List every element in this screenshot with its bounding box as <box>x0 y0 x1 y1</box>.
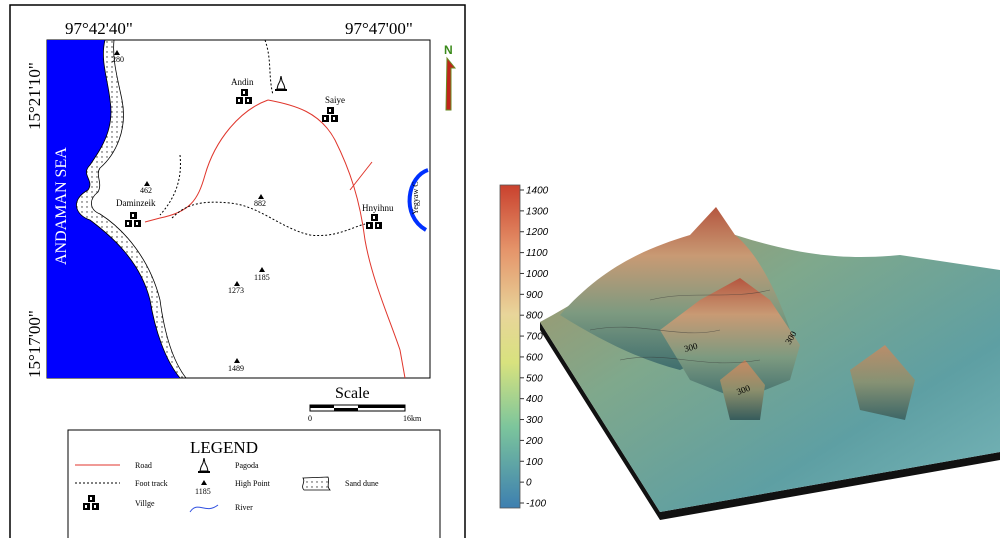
colorbar-tick-label: 500 <box>526 373 543 384</box>
scale-label: 16km <box>403 414 422 423</box>
legend-label: 1185 <box>195 487 211 496</box>
high-point-label: 1185 <box>254 273 270 282</box>
colorbar-tick-label: 700 <box>526 332 543 343</box>
legend-label: High Point <box>235 479 271 488</box>
high-point-label: 1489 <box>228 364 244 373</box>
figure: Yegyaw C 97°42'40" 97°47'00" 15°21'10" 1… <box>0 0 1003 538</box>
coord-label: 15°17'00" <box>25 310 44 378</box>
coord-label: 15°21'10" <box>25 62 44 130</box>
colorbar-tick-label: 200 <box>525 436 543 447</box>
north-label: N <box>444 43 453 57</box>
scale-label: 0 <box>308 414 312 423</box>
colorbar-tick-label: 300 <box>526 415 543 426</box>
coord-label: 97°42'40" <box>65 19 133 38</box>
scale-bar: Scale 0 16km <box>308 385 422 423</box>
colorbar-tick-label: 1000 <box>526 269 549 280</box>
colorbar-tick-label: 1300 <box>526 206 549 217</box>
map-graphic <box>358 405 405 408</box>
legend-label: Pagoda <box>235 461 259 470</box>
legend-label: River <box>235 503 253 512</box>
high-point-label: 882 <box>254 199 266 208</box>
colorbar-tick-label: 0 <box>526 478 532 489</box>
village-label: Hnyihnu <box>362 203 394 213</box>
high-point-label: 1273 <box>228 286 244 295</box>
colorbar-ticks: 1400130012001100100090080070060050040030… <box>520 186 549 510</box>
village-label: Saiye <box>325 95 345 105</box>
colorbar-tick-label: 900 <box>526 290 543 301</box>
terrain-model: 300 300 300 <box>540 207 1000 520</box>
colorbar-tick-label: 100 <box>526 457 543 468</box>
map-graphic <box>446 58 455 110</box>
colorbar-tick-label: 800 <box>526 311 543 322</box>
map-graphic <box>334 408 358 411</box>
village-label: Andin <box>231 77 254 87</box>
high-point-label: 462 <box>140 186 152 195</box>
map-graphic <box>303 477 330 490</box>
colorbar-tick-label: -100 <box>526 499 546 510</box>
colorbar-tick-label: 1400 <box>526 186 549 197</box>
scale-title: Scale <box>335 385 370 402</box>
north-arrow: N <box>444 43 455 110</box>
colorbar-tick-label: 1100 <box>526 248 548 259</box>
colorbar-tick-label: 600 <box>526 352 543 363</box>
legend-label: Villge <box>135 499 155 508</box>
river-label: Yegyaw C <box>411 181 420 214</box>
map-graphic <box>310 405 334 408</box>
colorbar-tick-label: 1200 <box>526 227 549 238</box>
legend: LEGEND Road Foot track Villge Pagoda 118… <box>68 430 440 538</box>
legend-label: Foot track <box>135 479 168 488</box>
high-point-label: 280 <box>112 55 124 64</box>
coord-label: 97°47'00" <box>345 19 413 38</box>
legend-title: LEGEND <box>190 438 258 457</box>
sea-label: ANDAMAN SEA <box>53 147 70 265</box>
colorbar-tick-label: 400 <box>526 394 543 405</box>
legend-label: Sand dune <box>345 479 379 488</box>
colorbar <box>500 185 520 508</box>
village-label: Daminzeik <box>116 198 156 208</box>
legend-label: Road <box>135 461 152 470</box>
